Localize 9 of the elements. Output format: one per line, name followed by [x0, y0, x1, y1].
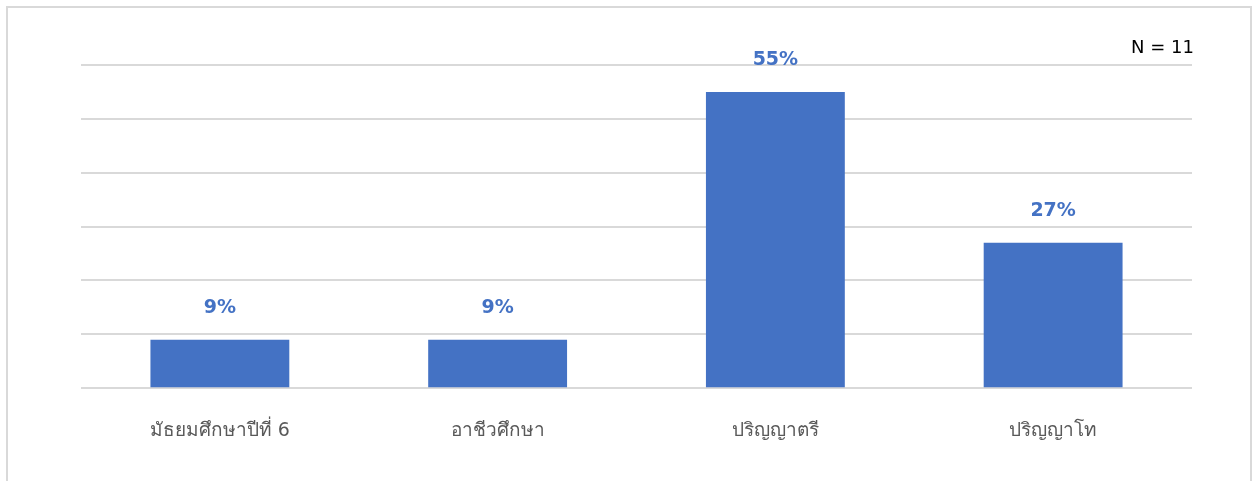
x-tick-label: ปริญญาโท: [1009, 417, 1098, 441]
x-tick-label: มัธยมศึกษาปีที่ 6: [149, 415, 290, 440]
data-label: 55%: [752, 47, 799, 70]
x-tick-label: อาชีวศึกษา: [450, 417, 545, 440]
data-label: 9%: [203, 295, 237, 318]
text: N = 11: [1131, 35, 1194, 57]
x-tick-label: ปริญญาตรี: [731, 417, 819, 441]
data-label: 9%: [481, 295, 514, 318]
data-label: 27%: [1030, 198, 1076, 221]
